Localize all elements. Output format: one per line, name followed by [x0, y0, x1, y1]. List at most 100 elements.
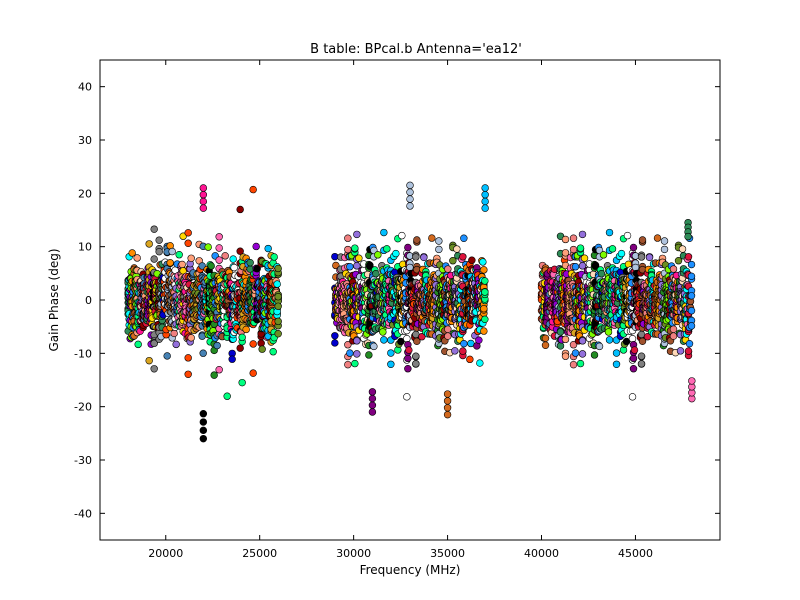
data-point [184, 354, 192, 362]
y-tick-label: 30 [78, 134, 92, 147]
y-tick-label: -40 [74, 507, 92, 520]
data-point [264, 244, 272, 253]
data-point [631, 263, 640, 272]
data-point [678, 245, 687, 253]
data-point [178, 260, 186, 269]
x-tick-label: 30000 [336, 547, 371, 560]
data-point [403, 393, 411, 401]
data-point [595, 342, 604, 351]
data-point [561, 352, 570, 360]
data-point [481, 197, 489, 206]
data-point [688, 377, 696, 385]
data-points [124, 181, 696, 443]
data-point [578, 350, 587, 358]
data-point [645, 253, 654, 262]
data-point [406, 252, 414, 260]
data-point [669, 265, 678, 273]
data-point [199, 184, 208, 192]
data-point [392, 249, 400, 258]
data-point [155, 236, 163, 244]
data-point [215, 244, 223, 252]
data-point [687, 260, 696, 269]
data-point [405, 346, 413, 354]
y-tick-label: 40 [78, 81, 92, 94]
data-point [660, 245, 669, 254]
data-point [687, 272, 696, 281]
data-point [406, 188, 414, 196]
data-point [270, 253, 278, 261]
data-point [612, 349, 621, 357]
data-point [155, 247, 163, 256]
data-point [466, 355, 474, 364]
data-point [599, 251, 608, 259]
data-point [459, 347, 467, 355]
data-point [443, 410, 452, 419]
data-point [274, 293, 282, 301]
data-point [199, 349, 207, 357]
data-point [406, 263, 414, 272]
x-tick-label: 45000 [618, 547, 653, 560]
data-point [199, 434, 208, 443]
data-point [481, 204, 489, 212]
data-point [166, 259, 174, 267]
data-point [344, 360, 352, 369]
data-point [355, 254, 363, 262]
y-tick-label: 10 [78, 241, 92, 254]
data-point [569, 234, 578, 242]
data-point [569, 245, 578, 254]
data-point [274, 330, 282, 338]
data-point [150, 225, 158, 233]
data-point [460, 339, 468, 348]
data-point [351, 244, 359, 252]
data-point [365, 351, 373, 359]
data-point [475, 336, 483, 344]
data-point [443, 397, 452, 405]
data-point [444, 325, 452, 333]
data-point [223, 392, 231, 400]
data-point [179, 232, 187, 240]
data-point [238, 333, 246, 342]
data-point [353, 230, 361, 239]
data-point [249, 369, 257, 377]
data-point [274, 317, 282, 326]
data-point [480, 304, 488, 313]
data-point [229, 255, 237, 263]
data-point [476, 359, 484, 367]
data-point [150, 255, 158, 263]
data-point [351, 359, 359, 368]
data-point [128, 249, 136, 257]
data-point [569, 360, 578, 369]
data-point [684, 253, 693, 261]
data-point [213, 341, 221, 350]
x-tick-label: 20000 [148, 547, 183, 560]
x-tick-label: 40000 [524, 547, 559, 560]
data-point [331, 339, 339, 347]
data-point [238, 378, 246, 387]
y-tick-label: -30 [74, 454, 92, 467]
data-point [628, 393, 637, 401]
data-point [628, 335, 637, 343]
data-point [638, 236, 647, 244]
data-point [406, 195, 414, 203]
data-point [637, 253, 646, 261]
data-point [207, 262, 215, 270]
data-point [215, 256, 223, 264]
data-point [576, 244, 585, 252]
data-point [145, 240, 153, 248]
data-point [571, 263, 580, 271]
data-point [172, 340, 180, 349]
data-point [412, 360, 420, 368]
data-point [387, 349, 395, 357]
data-point [576, 359, 585, 368]
data-point [605, 228, 614, 237]
y-axis-label: Gain Phase (deg) [47, 248, 61, 351]
chart-title: B table: BPcal.b Antenna='ea12' [310, 42, 522, 57]
data-point [685, 339, 694, 348]
data-point [669, 325, 678, 333]
data-point [578, 230, 587, 239]
data-point [168, 247, 176, 256]
data-point [274, 302, 282, 310]
data-point [629, 243, 638, 252]
data-point [556, 342, 565, 350]
data-point [331, 332, 339, 340]
